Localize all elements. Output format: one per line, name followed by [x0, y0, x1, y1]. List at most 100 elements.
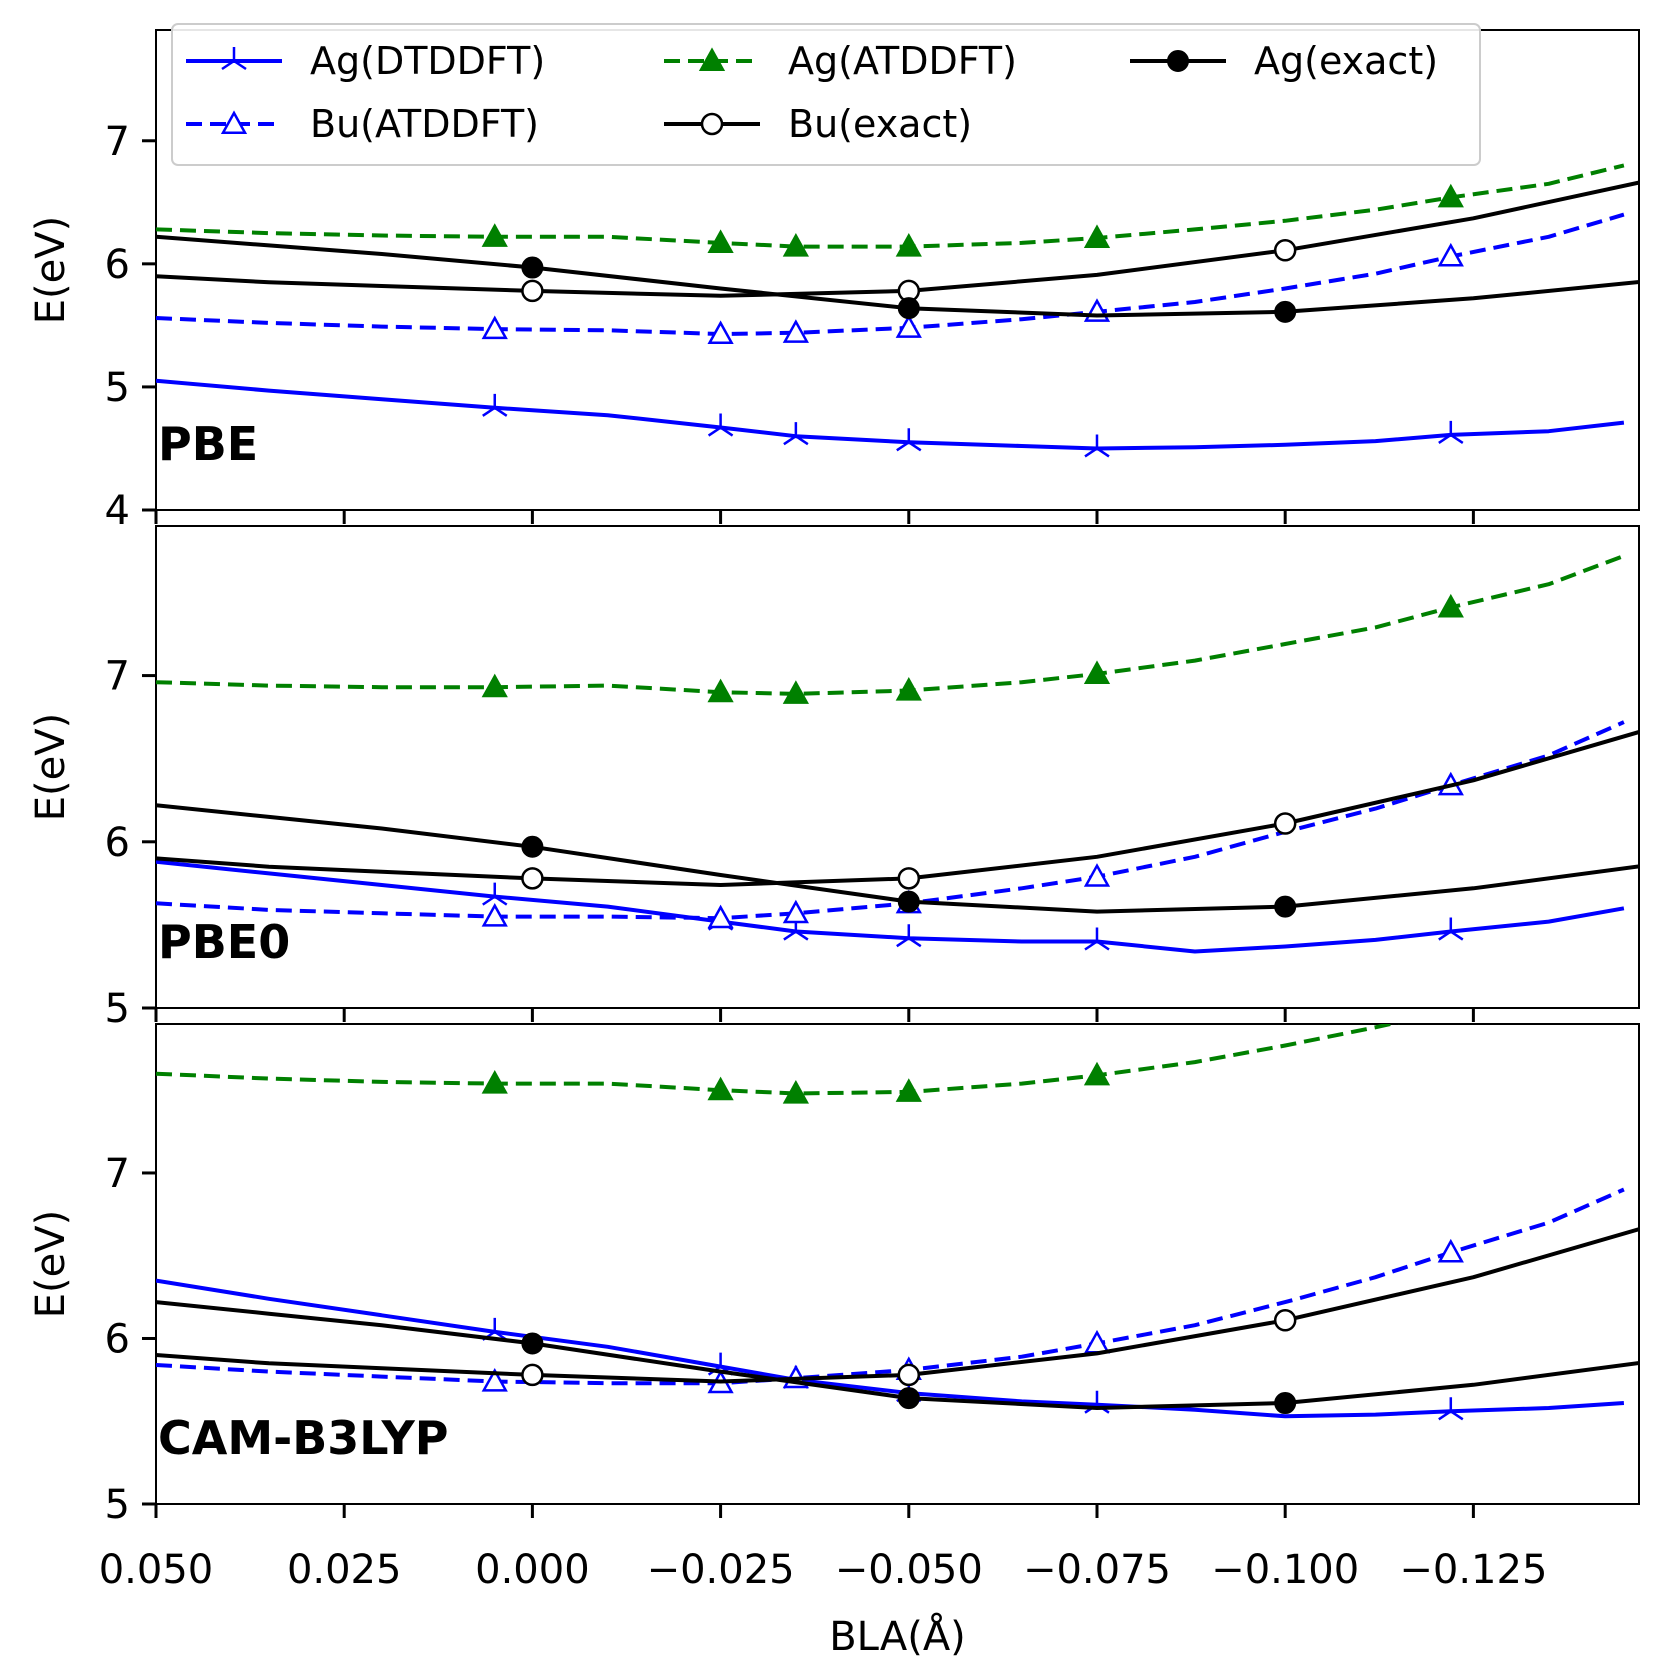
marker-ag-atddft [895, 1078, 922, 1102]
marker-ag-atddft [707, 229, 734, 253]
legend-item-ag-atddft: Ag(ATDDFT) [664, 39, 1017, 83]
marker-bu-atddft [782, 319, 809, 343]
series-group [156, 163, 1659, 458]
marker-ag-exact [897, 890, 920, 913]
series-line-bu-atddft [156, 212, 1625, 336]
marker-bu-atddft [1437, 1238, 1464, 1263]
series-line-bu-exact [156, 729, 1639, 887]
marker-ag-dtddft [1438, 420, 1464, 444]
series-line-bu-atddft [156, 1187, 1625, 1386]
marker-bu-atddft [707, 904, 734, 929]
marker-ag-exact [897, 297, 920, 320]
marker-ag-atddft [1083, 224, 1111, 249]
series-line-bu-atddft [156, 720, 1625, 921]
x-tick-label: −0.125 [1399, 1547, 1547, 1593]
legend-label: Bu(exact) [788, 102, 972, 146]
marker-bu-exact [1273, 239, 1297, 262]
legend-marker [220, 110, 248, 135]
marker-bu-exact [521, 1363, 544, 1387]
marker-bu-exact [521, 867, 544, 890]
legend-item-bu-exact: Bu(exact) [664, 102, 972, 146]
marker-ag-exact [1652, 1350, 1659, 1370]
panel-label: PBE [158, 417, 258, 471]
x-tick-label: 0.000 [475, 1547, 590, 1593]
marker-ag-exact [1652, 270, 1659, 290]
y-axis-label: E(eV) [28, 1210, 74, 1318]
x-axis: 0.050 0.025 0.000 −0.025 −0.050 −0.075 −0.100−… [99, 1547, 1548, 1660]
legend-item-ag-exact: Ag(exact) [1130, 39, 1438, 83]
plot-frame [155, 1023, 1640, 1505]
y-tick-label: 5 [105, 1482, 130, 1528]
marker-ag-exact [897, 1387, 920, 1410]
y-tick-label: 6 [105, 820, 130, 866]
series-line-ag-exact [156, 234, 1639, 318]
marker-ag-atddft [1083, 1061, 1111, 1086]
marker-ag-exact [1274, 300, 1297, 323]
x-tick-label: −0.100 [1211, 1547, 1359, 1593]
y-tick-label: 6 [105, 242, 130, 288]
series-line-ag-dtddft [156, 378, 1625, 451]
y-tick-label: 5 [105, 986, 130, 1032]
marker-ag-atddft [1437, 593, 1464, 618]
series-line-ag-exact [156, 803, 1639, 914]
series-line-ag-exact [156, 1300, 1639, 1410]
marker-ag-atddft [895, 676, 922, 701]
legend: Ag(DTDDFT) Ag(ATDDFT) Ag(exact) Bu(ATDDFT) B… [171, 23, 1481, 166]
marker-ag-atddft [782, 1079, 809, 1104]
y-tick-label: 5 [105, 365, 130, 411]
marker-ag-dtddft [1084, 927, 1110, 951]
marker-ag-atddft [1440, 1000, 1462, 1020]
legend-marker [221, 47, 247, 71]
marker-ag-atddft [782, 233, 809, 257]
marker-bu-atddft [707, 320, 734, 345]
marker-bu-exact [1652, 168, 1659, 188]
marker-ag-atddft [895, 233, 922, 257]
legend-label: Ag(exact) [1254, 39, 1438, 83]
x-tick-label: −0.075 [1023, 1547, 1171, 1593]
series-line-ag-atddft [156, 554, 1625, 696]
panel-label: PBE0 [158, 915, 290, 969]
marker-ag-exact [521, 256, 544, 279]
marker-ag-atddft [707, 678, 734, 703]
marker-ag-dtddft [1438, 1397, 1464, 1421]
marker-ag-atddft [481, 1070, 508, 1094]
panel-label: CAM-B3LYP [158, 1411, 448, 1465]
marker-ag-exact [1274, 895, 1297, 918]
legend-marker [700, 112, 724, 136]
marker-bu-atddft [481, 315, 508, 340]
marker-ag-atddft [481, 223, 508, 247]
marker-bu-atddft [782, 899, 809, 924]
series-line-bu-exact [156, 1227, 1639, 1384]
y-tick-label: 4 [105, 488, 130, 534]
y-tick-label: 7 [105, 119, 130, 165]
marker-ag-atddft [707, 1076, 734, 1101]
series-line-ag-atddft [156, 163, 1625, 249]
marker-bu-exact [1652, 715, 1659, 735]
x-tick-label: 0.050 [99, 1547, 214, 1593]
marker-ag-dtddft [1438, 917, 1464, 941]
marker-ag-atddft [782, 680, 809, 704]
marker-ag-dtddft [896, 924, 922, 948]
series-line-ag-atddft [156, 1024, 1400, 1096]
marker-bu-exact [897, 1363, 921, 1387]
series-line-bu-exact [156, 180, 1639, 298]
marker-ag-exact [521, 835, 544, 858]
legend-label: Ag(DTDDFT) [310, 39, 545, 83]
legend-label: Bu(ATDDFT) [310, 102, 539, 146]
x-tick-label: −0.025 [647, 1547, 795, 1593]
marker-ag-dtddft [482, 393, 508, 417]
legend-item-ag-dtddft: Ag(DTDDFT) [186, 39, 545, 83]
marker-ag-atddft [481, 673, 508, 698]
marker-bu-atddft [481, 1367, 508, 1392]
panel-cam-b3lyp: 5 6 7 E(eV) CAM-B3LYP [28, 1000, 1659, 1528]
legend-marker [1167, 50, 1189, 72]
marker-ag-exact [1652, 853, 1659, 873]
x-tick-label: −0.050 [835, 1547, 983, 1593]
marker-bu-exact [521, 279, 544, 303]
series-group [156, 1000, 1659, 1421]
marker-ag-dtddft [783, 422, 809, 446]
marker-bu-atddft [895, 314, 922, 338]
panel-pbe: 4 5 6 7 E(eV) PBE [28, 29, 1659, 534]
x-axis-label: BLA(Å) [829, 1612, 966, 1660]
